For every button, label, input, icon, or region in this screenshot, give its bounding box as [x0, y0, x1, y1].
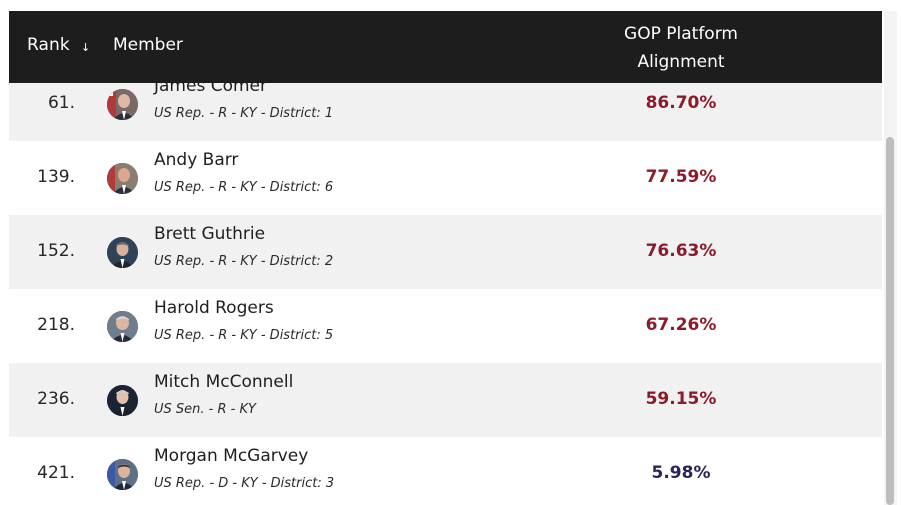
member-detail: US Rep. - R - KY - District: 5 [154, 328, 334, 343]
member-photo-avatar[interactable] [107, 459, 138, 490]
member-name[interactable]: Harold Rogers [154, 298, 274, 318]
member-detail: US Sen. - R - KY [154, 402, 256, 417]
member-name[interactable]: Brett Guthrie [154, 224, 266, 244]
member-photo-avatar[interactable] [107, 385, 138, 416]
alignment-table: 61. James Comer US Rep. - R - KY - Distr… [9, 11, 882, 505]
member-name[interactable]: Andy Barr [154, 150, 239, 170]
alignment-percent: 59.15% [645, 389, 717, 409]
alignment-header-line2: Alignment [637, 52, 725, 72]
member-detail: US Rep. - D - KY - District: 3 [154, 476, 335, 491]
table-row[interactable]: 152. Brett Guthrie US Rep. - R - KY - Di… [9, 215, 882, 289]
rank-cell: 139. [37, 167, 75, 187]
alignment-column-header[interactable]: GOP Platform Alignment [581, 20, 781, 76]
rank-column-header[interactable]: Rank [27, 35, 70, 55]
alignment-percent: 76.63% [645, 241, 717, 261]
member-name[interactable]: Mitch McConnell [154, 372, 294, 392]
member-detail: US Rep. - R - KY - District: 2 [154, 254, 334, 269]
table-header: Rank ↓ Member GOP Platform Alignment [9, 11, 882, 83]
member-detail: US Rep. - R - KY - District: 6 [154, 180, 334, 195]
table-row[interactable]: 61. James Comer US Rep. - R - KY - Distr… [9, 76, 882, 141]
table-row[interactable]: 218. Harold Rogers US Rep. - R - KY - Di… [9, 289, 882, 363]
alignment-percent: 67.26% [645, 315, 717, 335]
rank-cell: 152. [37, 241, 75, 261]
member-photo-avatar[interactable] [107, 237, 138, 268]
rank-cell: 421. [37, 463, 75, 483]
table-row[interactable]: 421. Morgan McGarvey US Rep. - D - KY - … [9, 437, 882, 505]
member-name[interactable]: Morgan McGarvey [154, 446, 309, 466]
rank-cell: 218. [37, 315, 75, 335]
member-photo-avatar[interactable] [107, 89, 138, 120]
alignment-percent: 86.70% [645, 93, 717, 113]
rank-cell: 61. [47, 93, 75, 113]
rank-cell: 236. [37, 389, 75, 409]
scrollbar-thumb[interactable] [886, 137, 894, 505]
alignment-header-line1: GOP Platform [624, 24, 738, 44]
member-photo-avatar[interactable] [107, 311, 138, 342]
alignment-percent: 5.98% [651, 463, 711, 483]
table-row[interactable]: 236. Mitch McConnell US Sen. - R - KY 59… [9, 363, 882, 437]
arrow-down-icon[interactable]: ↓ [81, 41, 91, 54]
member-detail: US Rep. - R - KY - District: 1 [154, 106, 334, 121]
table-row[interactable]: 139. Andy Barr US Rep. - R - KY - Distri… [9, 141, 882, 215]
member-column-header[interactable]: Member [113, 35, 183, 55]
vertical-scrollbar[interactable] [884, 11, 897, 505]
member-photo-avatar[interactable] [107, 163, 138, 194]
alignment-percent: 77.59% [645, 167, 717, 187]
